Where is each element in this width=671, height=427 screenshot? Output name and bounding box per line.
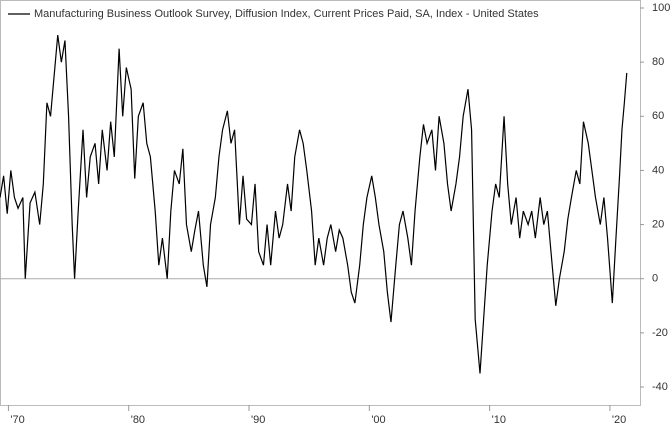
x-tick-label: '80 [131,414,145,426]
data-line [0,34,628,374]
y-tick-label: -20 [652,327,668,339]
y-tick-label: 0 [652,273,658,285]
x-tick-label: '00 [371,414,385,426]
y-tick-label: 100 [652,2,670,14]
y-tick-label: 20 [652,218,664,230]
x-tick-label: '70 [10,414,24,426]
y-tick-label: -40 [652,381,668,393]
y-tick-label: 40 [652,164,664,176]
legend-label: Manufacturing Business Outlook Survey, D… [34,8,539,20]
x-tick-label: '90 [251,414,265,426]
x-tick-label: '10 [492,414,506,426]
plot-frame [0,0,641,406]
x-tick-label: '20 [612,414,626,426]
y-tick-label: 60 [652,110,664,122]
y-tick-label: 80 [652,56,664,68]
